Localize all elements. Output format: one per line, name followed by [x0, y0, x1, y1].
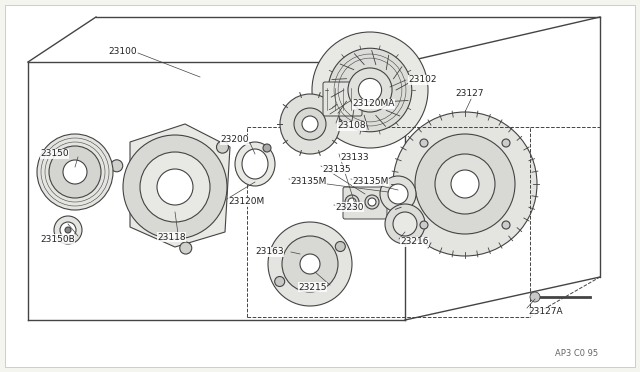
Circle shape [348, 198, 356, 206]
Text: 23150B: 23150B [40, 234, 75, 244]
Circle shape [380, 176, 416, 212]
Circle shape [415, 134, 515, 234]
Text: 23133: 23133 [340, 153, 369, 161]
FancyBboxPatch shape [323, 82, 362, 116]
Circle shape [60, 222, 76, 238]
Text: 23216: 23216 [400, 237, 429, 247]
Text: 23215: 23215 [298, 282, 326, 292]
Circle shape [275, 276, 285, 286]
Text: 23108: 23108 [337, 122, 365, 131]
Circle shape [388, 184, 408, 204]
Circle shape [335, 241, 346, 251]
Circle shape [282, 236, 338, 292]
Circle shape [368, 198, 376, 206]
Circle shape [302, 116, 318, 132]
Circle shape [502, 221, 510, 229]
Circle shape [502, 139, 510, 147]
Circle shape [268, 222, 352, 306]
Circle shape [393, 212, 417, 236]
Circle shape [63, 160, 87, 184]
Circle shape [328, 48, 412, 132]
Circle shape [420, 139, 428, 147]
Circle shape [280, 94, 340, 154]
Text: 23127A: 23127A [528, 308, 563, 317]
Circle shape [65, 227, 71, 233]
Circle shape [420, 221, 428, 229]
Text: 23120MA: 23120MA [352, 99, 394, 109]
Ellipse shape [242, 149, 268, 179]
Circle shape [530, 292, 540, 302]
Circle shape [300, 254, 320, 274]
Circle shape [451, 170, 479, 198]
FancyBboxPatch shape [343, 187, 387, 219]
Circle shape [123, 135, 227, 239]
Circle shape [216, 141, 228, 153]
Text: 23135: 23135 [322, 164, 351, 173]
Circle shape [263, 144, 271, 152]
Circle shape [348, 68, 392, 112]
Text: 23200: 23200 [220, 135, 248, 144]
Circle shape [180, 242, 192, 254]
Text: AP3 C0 95: AP3 C0 95 [555, 350, 598, 359]
Circle shape [345, 195, 359, 209]
Text: 23102: 23102 [408, 76, 436, 84]
Ellipse shape [235, 142, 275, 186]
Text: 23120M: 23120M [228, 198, 264, 206]
Polygon shape [130, 124, 230, 247]
Text: 23230: 23230 [335, 202, 364, 212]
Circle shape [312, 32, 428, 148]
Circle shape [435, 154, 495, 214]
Circle shape [385, 204, 425, 244]
Circle shape [365, 195, 379, 209]
Circle shape [358, 78, 381, 102]
Text: 23163: 23163 [255, 247, 284, 257]
Text: 23127: 23127 [455, 90, 483, 99]
Text: 23118: 23118 [157, 232, 186, 241]
Circle shape [37, 134, 113, 210]
Circle shape [49, 146, 101, 198]
Circle shape [140, 152, 210, 222]
Circle shape [54, 216, 82, 244]
Text: 23100: 23100 [108, 48, 136, 57]
Text: 23150: 23150 [40, 150, 68, 158]
Text: 23135M: 23135M [290, 176, 326, 186]
Circle shape [157, 169, 193, 205]
Circle shape [111, 160, 123, 172]
Text: 23135M: 23135M [352, 176, 388, 186]
Circle shape [294, 108, 326, 140]
Circle shape [393, 112, 537, 256]
